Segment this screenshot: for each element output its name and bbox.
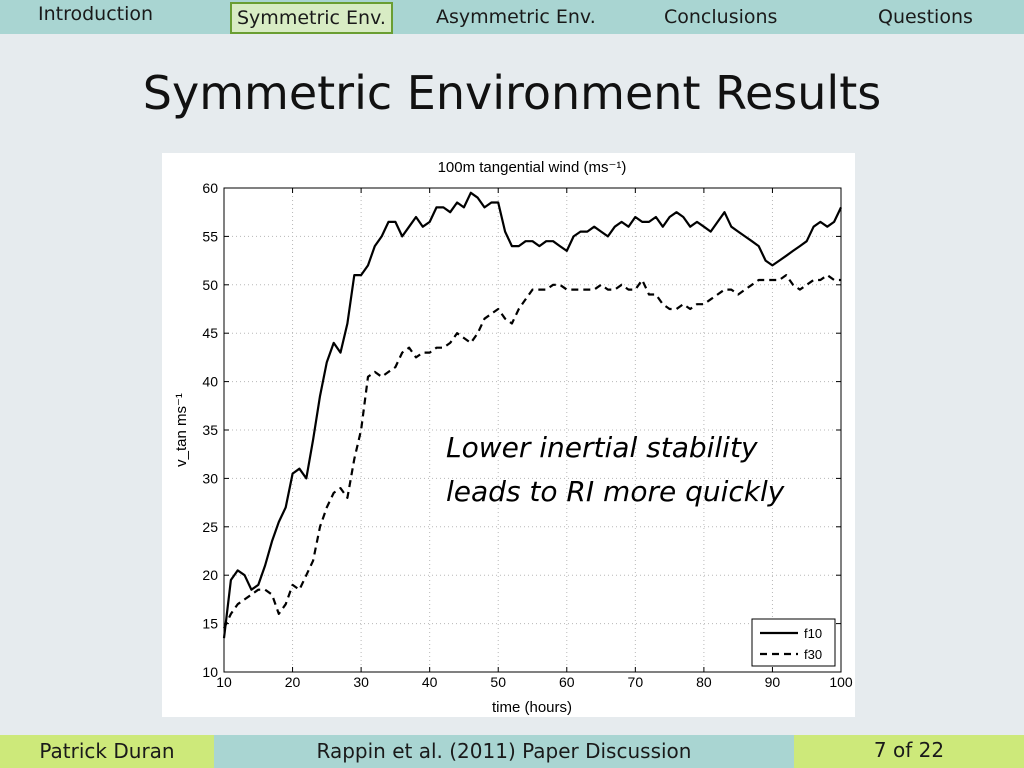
page-title: Symmetric Environment Results	[142, 66, 882, 120]
x-tick-label: 90	[765, 674, 781, 690]
x-axis-ticks: 10 20 30 40 50 60 70 80 90 100	[216, 188, 853, 690]
footer-author: Patrick Duran	[0, 735, 214, 768]
legend: f10 f30	[751, 618, 836, 667]
x-tick-label: 80	[696, 674, 712, 690]
footer-page-number: 7 of 22	[794, 735, 1024, 768]
chart-title: 100m tangential wind (ms⁻¹)	[438, 159, 627, 176]
line-chart: 10 20 30 40 50 60 70 80 90 100 10 15 20 25 30 35 40 45 50…	[173, 159, 853, 716]
y-tick-label: 50	[202, 277, 218, 293]
x-tick-label: 100	[829, 674, 853, 690]
x-axis-label: time (hours)	[492, 699, 572, 716]
y-tick-label: 45	[202, 325, 218, 341]
legend-box	[751, 618, 836, 667]
footer-talk-title: Rappin et al. (2011) Paper Discussion	[214, 735, 794, 768]
x-tick-label: 50	[490, 674, 506, 690]
top-navigation: Introduction Symmetric Env. Asymmetric E…	[0, 0, 1024, 34]
y-tick-label: 25	[202, 519, 218, 535]
y-tick-label: 55	[202, 228, 218, 244]
x-tick-label: 10	[216, 674, 232, 690]
y-tick-label: 20	[202, 567, 218, 583]
grid-lines	[224, 188, 841, 672]
legend-f10-label: f10	[804, 626, 822, 641]
y-axis-ticks: 10 15 20 25 30 35 40 45 50 55 60	[202, 180, 841, 680]
x-tick-label: 20	[285, 674, 301, 690]
x-tick-label: 70	[628, 674, 644, 690]
y-tick-label: 60	[202, 180, 218, 196]
y-tick-label: 15	[202, 616, 218, 632]
annotation-line-1: Lower inertial stability	[446, 431, 758, 464]
y-tick-label: 35	[202, 422, 218, 438]
series-line-f30	[223, 273, 841, 629]
y-axis-label: v_tan ms⁻¹	[173, 393, 190, 467]
footer-bar: Patrick Duran Rappin et al. (2011) Paper…	[0, 735, 1024, 768]
y-tick-label: 30	[202, 470, 218, 486]
legend-f30-label: f30	[804, 647, 822, 662]
series-lines	[222, 191, 842, 639]
y-tick-label: 40	[202, 374, 218, 390]
series-line-f10	[222, 191, 842, 639]
annotation-line-2: leads to RI more quickly	[446, 475, 785, 508]
x-tick-label: 30	[353, 674, 369, 690]
nav-asymmetric-env[interactable]: Asymmetric Env.	[436, 6, 596, 28]
nav-questions[interactable]: Questions	[878, 6, 973, 28]
x-tick-label: 60	[559, 674, 575, 690]
nav-symmetric-env[interactable]: Symmetric Env.	[230, 2, 393, 34]
nav-introduction[interactable]: Introduction	[38, 3, 154, 25]
nav-conclusions[interactable]: Conclusions	[664, 6, 778, 28]
chart-figure: 10 20 30 40 50 60 70 80 90 100 10 15 20 25 30 35 40 45 50…	[162, 153, 855, 717]
x-tick-label: 40	[422, 674, 438, 690]
y-tick-label: 10	[202, 664, 218, 680]
